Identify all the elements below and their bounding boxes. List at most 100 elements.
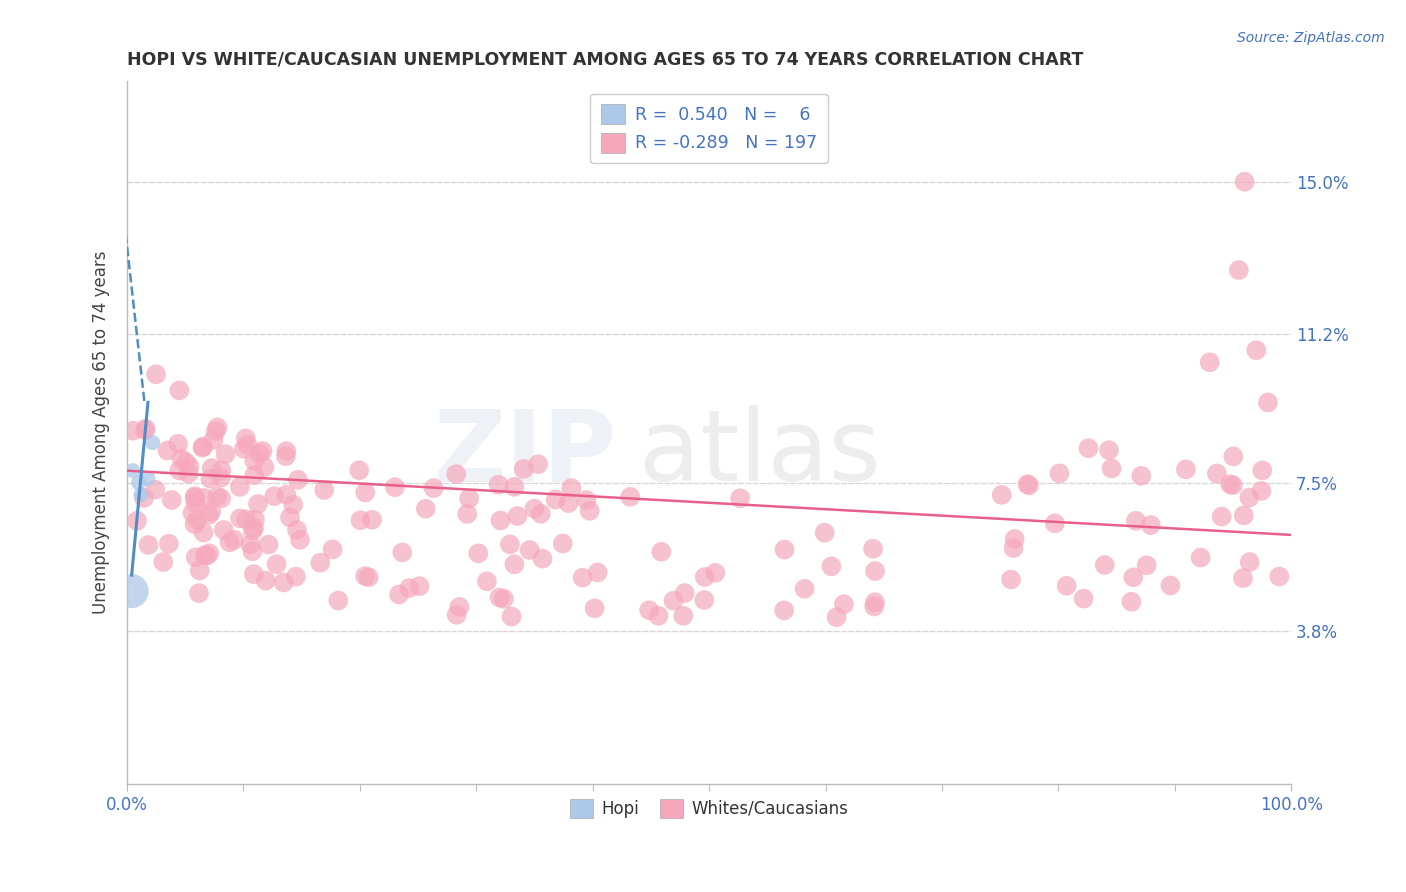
Point: [512, 462, 534, 476]
Point: [863, 599, 886, 614]
Point: [728, 491, 751, 506]
Point: [773, 542, 796, 557]
Point: [135, 422, 157, 436]
Point: [212, 523, 235, 537]
Point: [388, 587, 411, 601]
Point: [1205, 467, 1227, 481]
Point: [1222, 478, 1244, 492]
Point: [198, 546, 221, 560]
Point: [1268, 569, 1291, 583]
Point: [530, 507, 553, 521]
Point: [152, 555, 174, 569]
Point: [578, 504, 600, 518]
Legend: Hopi, Whites/Caucasians: Hopi, Whites/Caucasians: [564, 792, 855, 824]
Point: [257, 537, 280, 551]
Point: [499, 537, 522, 551]
Point: [1232, 571, 1254, 585]
Point: [489, 513, 512, 527]
Point: [1018, 478, 1040, 492]
Point: [187, 586, 209, 600]
Point: [200, 505, 222, 519]
Point: [1002, 541, 1025, 555]
Point: [862, 541, 884, 556]
Point: [557, 496, 579, 510]
Point: [704, 566, 727, 580]
Point: [121, 584, 143, 599]
Point: [349, 513, 371, 527]
Point: [638, 603, 661, 617]
Point: [1077, 441, 1099, 455]
Point: [285, 523, 308, 537]
Point: [125, 514, 148, 528]
Point: [391, 545, 413, 559]
Point: [475, 574, 498, 589]
Point: [1098, 443, 1121, 458]
Point: [136, 472, 159, 486]
Point: [202, 433, 225, 447]
Point: [1159, 578, 1181, 592]
Point: [1257, 395, 1279, 409]
Point: [209, 491, 232, 506]
Point: [672, 608, 695, 623]
Point: [503, 558, 526, 572]
Point: [814, 525, 837, 540]
Point: [252, 444, 274, 458]
Point: [328, 593, 350, 607]
Point: [229, 480, 252, 494]
Point: [183, 491, 205, 505]
Point: [142, 435, 165, 450]
Point: [444, 467, 467, 481]
Point: [1219, 477, 1241, 491]
Point: [314, 483, 336, 497]
Point: [820, 559, 842, 574]
Point: [1211, 509, 1233, 524]
Point: [647, 608, 669, 623]
Point: [184, 550, 207, 565]
Point: [243, 468, 266, 483]
Point: [357, 570, 380, 584]
Point: [503, 480, 526, 494]
Point: [488, 477, 510, 491]
Point: [239, 537, 262, 551]
Point: [527, 457, 550, 471]
Point: [181, 506, 204, 520]
Point: [1094, 558, 1116, 572]
Point: [243, 521, 266, 535]
Point: [235, 431, 257, 445]
Point: [240, 544, 263, 558]
Point: [422, 481, 444, 495]
Point: [287, 473, 309, 487]
Point: [693, 570, 716, 584]
Point: [243, 453, 266, 467]
Point: [586, 566, 609, 580]
Point: [254, 574, 277, 588]
Point: [156, 443, 179, 458]
Point: [191, 440, 214, 454]
Point: [506, 508, 529, 523]
Point: [322, 542, 344, 557]
Point: [398, 581, 420, 595]
Point: [198, 508, 221, 522]
Point: [832, 597, 855, 611]
Point: [193, 525, 215, 540]
Point: [246, 497, 269, 511]
Point: [1043, 516, 1066, 531]
Point: [1139, 518, 1161, 533]
Point: [863, 595, 886, 609]
Point: [266, 557, 288, 571]
Point: [1189, 550, 1212, 565]
Point: [531, 551, 554, 566]
Point: [456, 507, 478, 521]
Point: [1130, 468, 1153, 483]
Point: [129, 488, 152, 502]
Point: [273, 575, 295, 590]
Point: [201, 461, 224, 475]
Point: [205, 490, 228, 504]
Point: [243, 513, 266, 527]
Point: [1239, 491, 1261, 505]
Point: [184, 496, 207, 510]
Point: [186, 513, 208, 527]
Point: [1073, 591, 1095, 606]
Point: [167, 437, 190, 451]
Point: [583, 601, 606, 615]
